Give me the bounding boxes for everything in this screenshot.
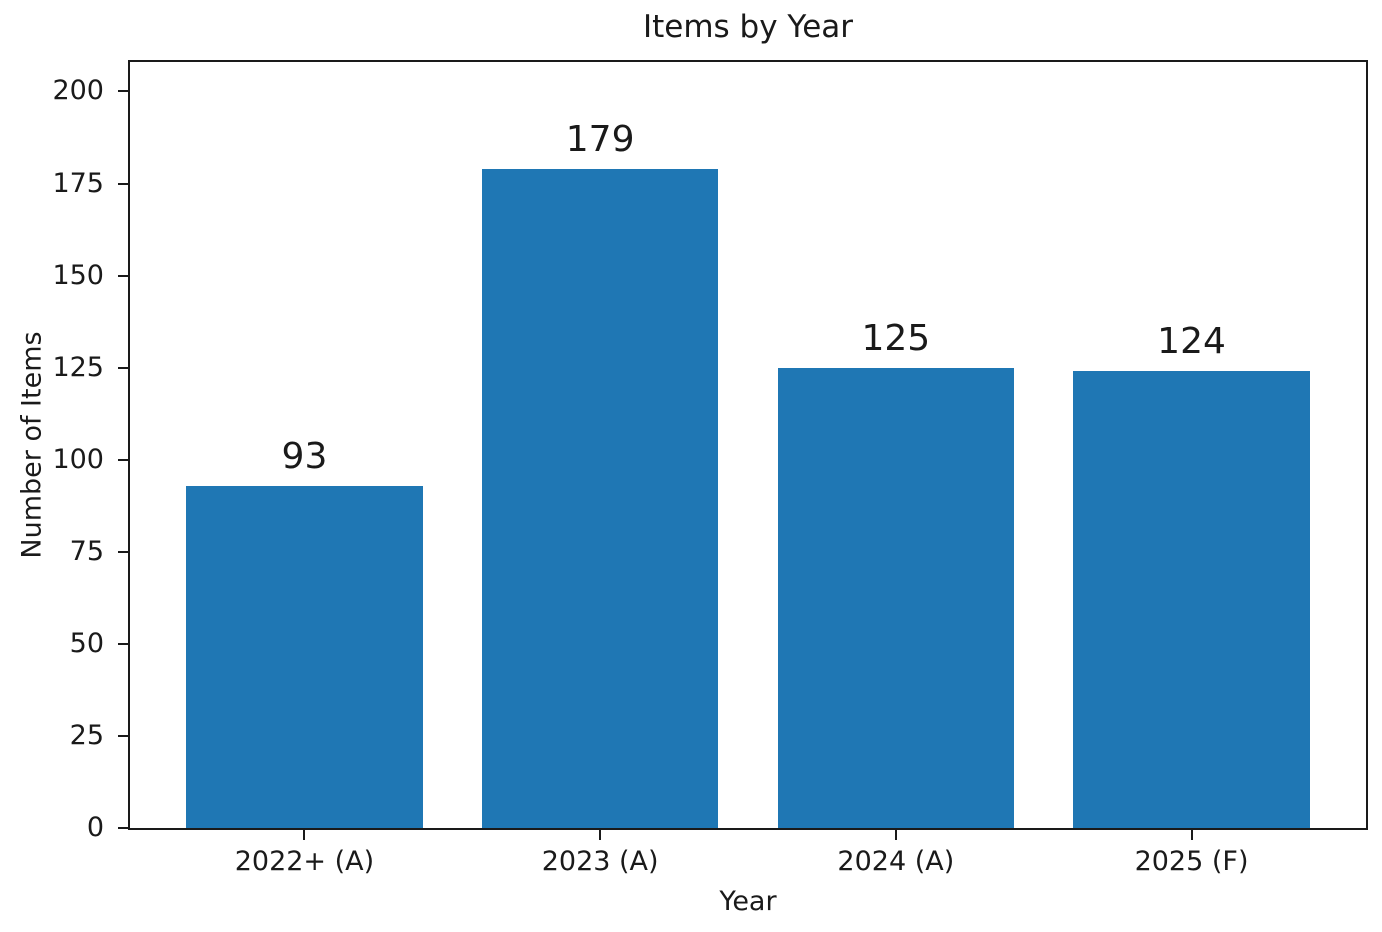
x-tick-label: 2024 (A)	[837, 846, 955, 877]
y-tick-mark	[118, 90, 128, 93]
y-tick-mark	[118, 366, 128, 369]
y-tick-mark	[118, 827, 128, 829]
y-tick-label: 50	[69, 627, 104, 659]
y-tick-label: 100	[52, 443, 104, 475]
bar-value-label: 125	[861, 317, 931, 359]
y-tick-mark	[118, 642, 128, 645]
y-tick-mark	[118, 458, 128, 461]
x-tick-label: 2025 (F)	[1134, 846, 1249, 877]
bar-value-label: 93	[281, 435, 328, 477]
y-tick-label: 0	[86, 812, 104, 843]
bar-value-label: 179	[565, 118, 635, 160]
chart-title: Items by Year	[642, 9, 854, 45]
bar	[186, 485, 423, 828]
x-axis-label: Year	[719, 886, 777, 917]
x-tick-label: 2023 (A)	[541, 846, 659, 877]
bar	[481, 168, 719, 828]
y-tick-mark	[118, 550, 128, 553]
y-tick-label: 150	[52, 259, 104, 291]
bar-value-label: 124	[1157, 321, 1226, 363]
bar	[1073, 371, 1310, 828]
y-tick-label: 175	[52, 167, 104, 199]
y-tick-mark	[118, 182, 128, 185]
x-tick-mark	[894, 830, 897, 840]
y-tick-mark	[118, 734, 128, 737]
x-tick-mark	[599, 830, 602, 840]
x-tick-label: 2022+ (A)	[234, 846, 375, 877]
bar	[777, 367, 1015, 828]
x-tick-mark	[303, 830, 306, 840]
y-tick-label: 75	[69, 535, 104, 567]
y-axis-label: Number of Items	[16, 331, 48, 559]
y-tick-mark	[118, 274, 128, 277]
y-tick-label: 200	[52, 75, 104, 107]
y-tick-label: 25	[69, 719, 104, 751]
y-tick-label: 125	[52, 351, 104, 383]
x-tick-mark	[1190, 830, 1193, 840]
plot-area: 0 25 50 75 100 125 150 175 200 93 2022+ (A) 179 2023…	[52, 60, 1368, 877]
